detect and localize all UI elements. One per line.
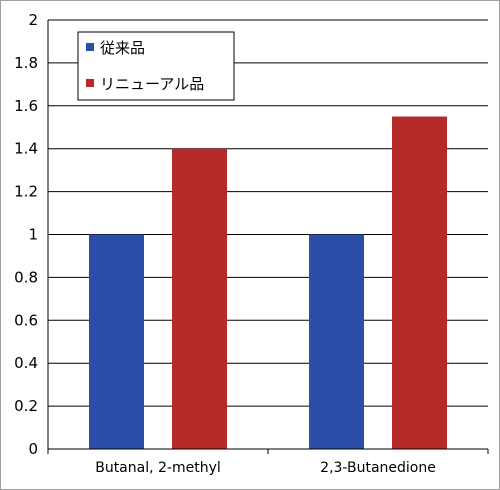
bar-conventional — [89, 234, 144, 449]
y-tick-label: 1.2 — [14, 183, 38, 201]
legend-swatch — [86, 79, 94, 87]
bar-renewal — [392, 116, 447, 450]
y-tick-label: 1 — [28, 226, 38, 244]
y-tick-label: 0.8 — [14, 268, 38, 286]
x-category-label: 2,3-Butanedione — [320, 460, 436, 476]
y-tick-label: 0.2 — [14, 397, 38, 415]
y-tick-label: 2 — [28, 11, 38, 29]
y-tick-label: 0.6 — [14, 311, 38, 329]
legend-box — [77, 31, 235, 101]
legend-swatch — [86, 43, 94, 51]
axes — [47, 20, 489, 454]
x-category-label: Butanal, 2-methyl — [95, 460, 221, 476]
x-category-labels: Butanal, 2-methyl 2,3-Butanedione — [95, 460, 436, 476]
legend-label: 従来品 — [100, 39, 145, 57]
y-tick-label: 0 — [28, 440, 38, 458]
bars — [89, 116, 447, 450]
legend-label: リニューアル品 — [100, 75, 204, 93]
bar-renewal — [172, 148, 227, 449]
y-tick-label: 1.6 — [14, 97, 38, 115]
bar-conventional — [309, 234, 364, 449]
y-tick-label: 0.4 — [14, 354, 38, 372]
y-tick-label: 1.8 — [14, 54, 38, 72]
y-tick-labels: 0 0.2 0.4 0.6 0.8 1 1.2 1.4 1.6 1.8 2 — [14, 11, 38, 458]
y-tick-label: 1.4 — [14, 140, 38, 158]
